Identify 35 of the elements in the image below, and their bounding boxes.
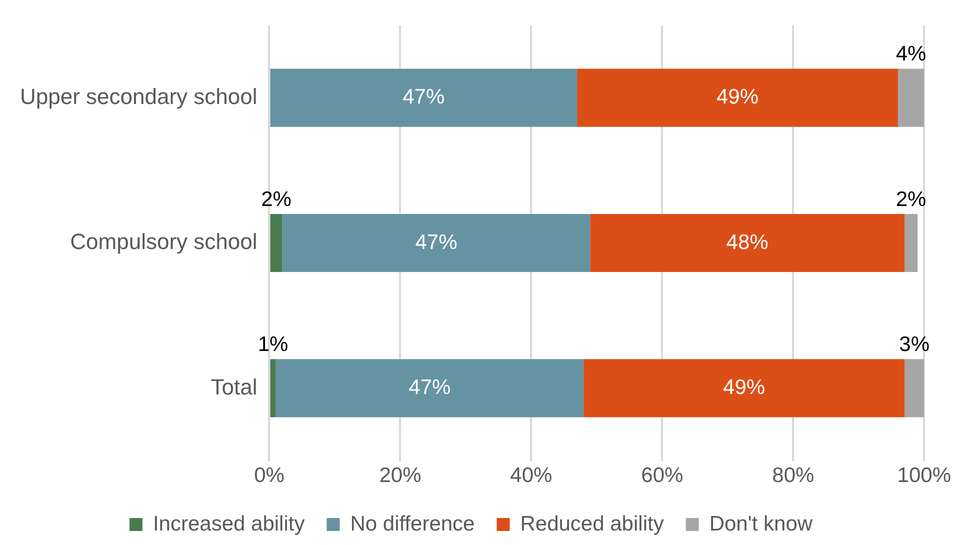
bar bbox=[904, 359, 924, 418]
data-label: 2% bbox=[896, 188, 926, 211]
bar bbox=[584, 359, 904, 418]
bar bbox=[282, 214, 590, 272]
bar bbox=[270, 68, 578, 127]
legend-label: Increased ability bbox=[152, 512, 306, 536]
bar bbox=[904, 214, 918, 272]
x-tick-label: 40% bbox=[510, 464, 552, 488]
x-tick-label: 60% bbox=[641, 464, 684, 488]
y-tick-label: Compulsory school bbox=[70, 229, 258, 254]
data-label: 49% bbox=[723, 376, 766, 399]
data-label: 2% bbox=[261, 188, 292, 211]
data-label: 47% bbox=[415, 230, 458, 254]
x-tick-label: 100% bbox=[897, 464, 952, 488]
bar bbox=[276, 359, 584, 418]
data-label: 47% bbox=[408, 376, 451, 399]
data-label: 3% bbox=[899, 332, 930, 356]
data-label: 1% bbox=[258, 332, 288, 356]
x-tick-label: 20% bbox=[379, 464, 422, 488]
legend-label: Reduced ability bbox=[520, 512, 664, 536]
bar bbox=[270, 359, 276, 418]
legend-label: No difference bbox=[350, 512, 475, 536]
legend-label: Don't know bbox=[709, 512, 814, 536]
bar bbox=[590, 214, 904, 272]
data-label: 49% bbox=[716, 86, 759, 109]
data-label: 48% bbox=[726, 230, 768, 254]
data-label: 47% bbox=[402, 86, 445, 109]
y-tick-label: Upper secondary school bbox=[20, 84, 258, 109]
x-tick-label: 80% bbox=[772, 464, 814, 488]
bar bbox=[898, 68, 924, 127]
bar bbox=[270, 214, 282, 272]
bar bbox=[577, 68, 898, 127]
y-tick-label: Total bbox=[210, 374, 258, 400]
x-tick-label: 0% bbox=[254, 464, 284, 488]
data-label: 4% bbox=[896, 42, 926, 66]
